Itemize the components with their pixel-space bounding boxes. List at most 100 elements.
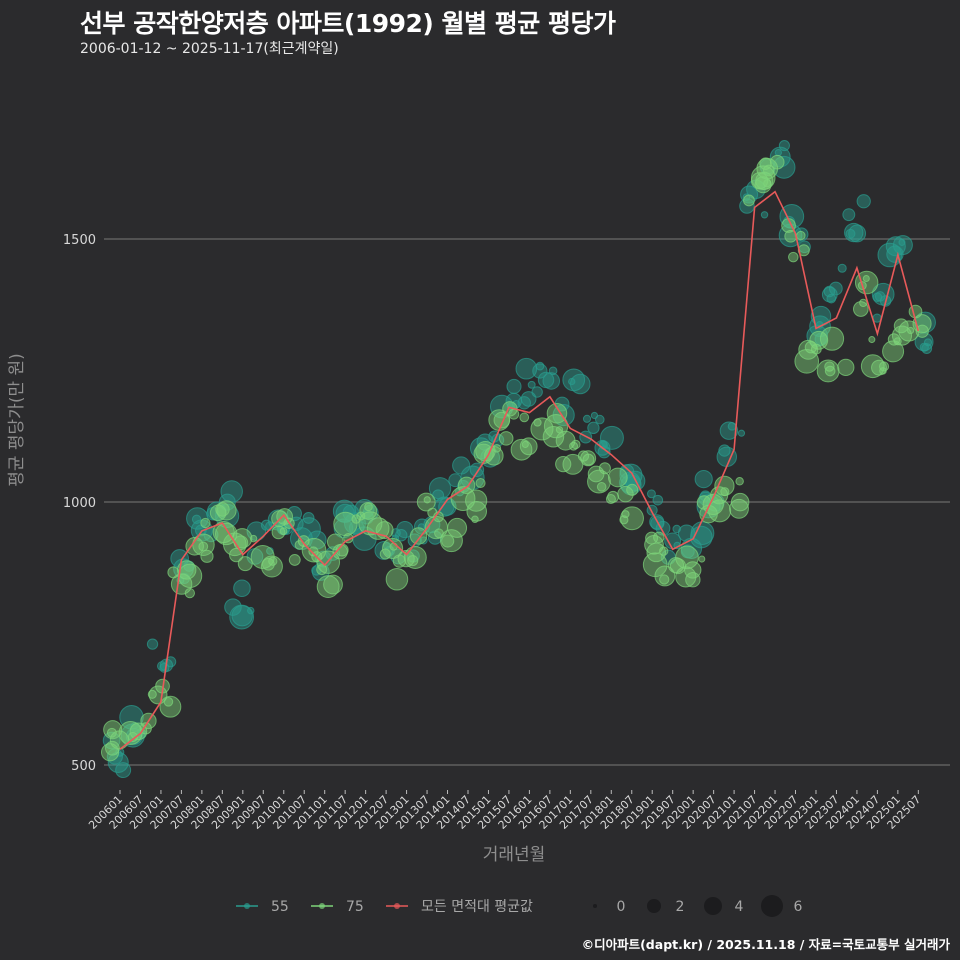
credit-footer: ©디아파트(dapt.kr) / 2025.11.18 / 자료=국토교통부 실… xyxy=(581,937,950,952)
data-bubble xyxy=(465,489,488,512)
data-bubble xyxy=(316,575,340,599)
y-tick-label: 1500 xyxy=(63,233,96,248)
data-bubble xyxy=(854,270,879,295)
data-bubble xyxy=(191,514,202,525)
data-bubble xyxy=(332,543,348,560)
data-bubble xyxy=(452,456,471,475)
data-bubble xyxy=(147,689,157,699)
data-bubble xyxy=(562,453,584,475)
data-bubble xyxy=(729,498,749,519)
data-bubble xyxy=(288,553,301,566)
data-bubble xyxy=(882,340,905,363)
data-bubble xyxy=(409,527,428,545)
data-bubble xyxy=(735,477,744,486)
data-bubble xyxy=(646,489,656,499)
data-bubble xyxy=(769,154,785,170)
data-bubble xyxy=(209,504,227,522)
data-bubble xyxy=(546,403,568,424)
data-bubble xyxy=(146,638,159,650)
data-bubble xyxy=(129,722,148,741)
data-bubble xyxy=(249,534,258,543)
data-bubble xyxy=(919,342,929,352)
data-bubble xyxy=(397,549,415,568)
data-bubble xyxy=(596,482,607,492)
data-bubble xyxy=(466,501,488,522)
data-bubble xyxy=(652,494,664,506)
data-bubble xyxy=(577,450,590,462)
data-bubble xyxy=(798,339,819,360)
data-bubble xyxy=(184,587,195,599)
data-bubble xyxy=(582,414,592,423)
data-bubble xyxy=(659,546,669,556)
data-bubble xyxy=(519,437,538,456)
legend-dot-icon xyxy=(319,903,325,909)
data-bubble xyxy=(675,545,699,570)
data-bubble xyxy=(167,566,180,579)
y-tick-label: 500 xyxy=(71,759,96,774)
data-bubble xyxy=(106,727,117,738)
data-bubble xyxy=(621,510,630,519)
data-bubble xyxy=(530,417,554,441)
data-bubble xyxy=(473,443,494,464)
data-bubble xyxy=(842,208,856,222)
data-bubble xyxy=(708,499,732,523)
y-axis-ticks: 500 1000 1500 xyxy=(63,233,96,774)
data-bubble xyxy=(819,326,845,351)
data-bubble xyxy=(237,556,253,572)
legend-size-label: 0 xyxy=(617,899,626,915)
data-bubble xyxy=(654,565,676,587)
data-bubble xyxy=(762,164,775,177)
data-bubble xyxy=(419,536,428,545)
data-bubble xyxy=(594,414,605,425)
y-tick-label: 1000 xyxy=(63,496,96,511)
data-bubble xyxy=(186,507,209,530)
data-bubble xyxy=(542,425,565,448)
data-bubble xyxy=(727,421,737,431)
data-bubble xyxy=(441,534,455,548)
data-bubble xyxy=(316,550,341,574)
data-bubble xyxy=(548,366,558,376)
data-bubble xyxy=(535,361,545,371)
data-bubble xyxy=(893,318,909,334)
data-bubble xyxy=(475,477,486,489)
data-bubble xyxy=(737,429,746,437)
legend-label: 75 xyxy=(346,899,364,915)
legend: 55 75 모든 면적대 평균값 0 2 4 6 xyxy=(236,895,803,917)
chart-subtitle: 2006-01-12 ~ 2025-11-17(최근계약일) xyxy=(80,41,339,57)
size-circle-icon xyxy=(647,899,661,913)
data-bubble xyxy=(605,494,616,505)
legend-item: 75 xyxy=(311,899,364,915)
data-bubble xyxy=(364,502,373,512)
legend-dot-icon xyxy=(244,903,250,909)
data-bubble xyxy=(590,411,599,420)
legend-dot-icon xyxy=(394,903,400,909)
data-bubble xyxy=(779,204,805,229)
data-bubble xyxy=(856,194,871,209)
average-line xyxy=(119,190,920,750)
data-bubble xyxy=(492,444,502,453)
data-bubble xyxy=(506,378,522,394)
data-bubble xyxy=(115,762,132,779)
data-bubble xyxy=(788,251,799,263)
data-bubble xyxy=(915,324,929,338)
data-bubble xyxy=(527,380,536,389)
size-circle-icon xyxy=(593,904,597,908)
legend-size-item: 6 xyxy=(761,895,803,917)
data-bubble xyxy=(103,720,123,740)
data-bubble xyxy=(163,696,174,707)
data-bubble xyxy=(778,140,790,152)
data-bubble xyxy=(519,412,530,423)
data-bubble xyxy=(262,557,275,571)
data-bubble xyxy=(333,511,358,537)
data-bubble xyxy=(763,179,772,188)
data-bubble xyxy=(366,517,390,540)
data-bubble xyxy=(718,444,731,457)
x-axis-ticks: 2006012006072007012007072008012008072009… xyxy=(86,790,923,832)
data-bubble xyxy=(680,537,703,559)
data-bubble xyxy=(428,477,452,500)
data-bubble xyxy=(698,555,706,563)
data-bubble xyxy=(607,467,628,488)
legend-label: 모든 면적대 평균값 xyxy=(421,899,533,915)
size-circle-icon xyxy=(704,897,722,915)
